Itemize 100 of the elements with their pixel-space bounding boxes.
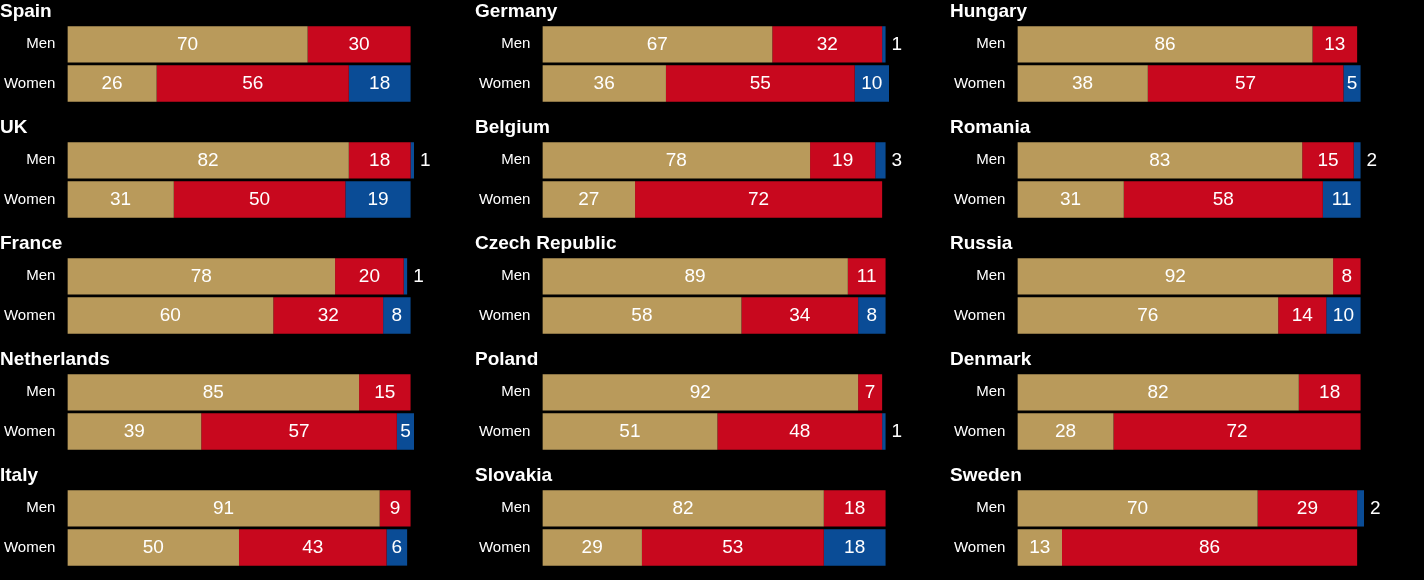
data-label: 2	[1370, 496, 1381, 518]
data-label: 36	[593, 71, 615, 93]
chart-title: Germany	[475, 0, 558, 21]
y-tick-label: Men	[26, 34, 56, 52]
bar	[67, 65, 157, 102]
y-tick-label: Men	[976, 150, 1006, 168]
data-label: 27	[578, 187, 600, 209]
bar	[156, 65, 349, 102]
data-label: 89	[684, 264, 706, 286]
data-label: 11	[856, 264, 877, 286]
bar	[858, 374, 883, 411]
y-tick-label: Men	[976, 382, 1006, 400]
bar	[1357, 490, 1364, 527]
bar	[1017, 258, 1334, 295]
bar	[1017, 490, 1258, 527]
bar	[542, 181, 636, 218]
y-tick-label: Men	[976, 34, 1006, 52]
bar	[1017, 529, 1063, 566]
data-label: 72	[1226, 419, 1248, 441]
chart-title: Russia	[950, 231, 1013, 253]
data-label: 82	[1147, 380, 1169, 402]
data-label: 60	[159, 303, 181, 325]
bar	[1302, 142, 1354, 179]
data-label: 1	[891, 32, 903, 54]
chart-title: Slovakia	[475, 463, 553, 485]
bar	[875, 142, 886, 179]
data-label: 31	[1060, 187, 1082, 209]
bar	[542, 258, 848, 295]
data-label: 72	[748, 187, 770, 209]
data-label: 43	[302, 535, 324, 557]
data-label: 86	[1199, 535, 1221, 557]
bar	[1123, 181, 1323, 218]
data-label: 19	[367, 187, 389, 209]
bar	[1353, 142, 1361, 179]
data-label: 56	[242, 71, 264, 93]
y-tick-label: Women	[953, 421, 1006, 439]
bar	[67, 142, 349, 179]
y-tick-label: Men	[501, 498, 531, 516]
bar	[882, 413, 886, 450]
data-label: 5	[1346, 71, 1358, 93]
bar	[307, 26, 411, 63]
chart-title: Hungary	[950, 0, 1028, 21]
bar	[1333, 258, 1361, 295]
data-label: 83	[1149, 148, 1171, 170]
data-label: 51	[619, 419, 641, 441]
bar	[67, 529, 239, 566]
y-tick-label: Men	[26, 266, 56, 284]
y-tick-label: Men	[26, 382, 56, 400]
bar	[858, 297, 886, 334]
bar	[383, 297, 411, 334]
y-tick-label: Women	[953, 305, 1006, 323]
y-tick-label: Women	[478, 305, 531, 323]
y-tick-label: Women	[3, 537, 56, 555]
data-label: 1	[891, 419, 903, 441]
bar	[1278, 297, 1327, 334]
data-label: 1	[420, 148, 431, 170]
data-label: 57	[288, 419, 310, 441]
data-label: 34	[789, 303, 811, 325]
chart-title: Sweden	[950, 463, 1022, 485]
bar	[345, 181, 411, 218]
chart-title: Belgium	[475, 115, 550, 137]
data-label: 28	[1054, 419, 1077, 441]
bar	[1017, 181, 1124, 218]
bar	[67, 258, 336, 295]
data-label: 18	[844, 496, 866, 518]
y-tick-label: Women	[478, 421, 531, 439]
data-label: 5	[400, 419, 411, 441]
data-label: 6	[391, 535, 403, 557]
data-label: 20	[358, 264, 380, 286]
bar	[542, 374, 859, 411]
bar	[379, 490, 411, 527]
chart-title: Denmark	[950, 347, 1032, 369]
bar	[273, 297, 384, 334]
bar	[1343, 65, 1361, 102]
data-label: 11	[1331, 187, 1352, 209]
y-tick-label: Women	[478, 537, 531, 555]
y-tick-label: Women	[953, 189, 1006, 207]
y-tick-label: Men	[501, 382, 531, 400]
chart-title: Italy	[0, 463, 39, 485]
bar	[635, 181, 883, 218]
data-label: 2	[1366, 148, 1378, 170]
data-label: 15	[1317, 148, 1339, 170]
y-tick-label: Women	[478, 189, 531, 207]
data-label: 76	[1137, 303, 1159, 325]
bar	[359, 374, 411, 411]
data-label: 8	[866, 303, 878, 325]
data-label: 67	[646, 32, 668, 54]
data-label: 55	[749, 71, 771, 93]
bar	[542, 65, 666, 102]
chart-title: Netherlands	[0, 347, 110, 369]
bar	[665, 65, 855, 102]
chart-title: Spain	[0, 0, 52, 21]
data-label: 30	[348, 32, 370, 54]
y-tick-label: Women	[953, 73, 1006, 91]
data-label: 18	[369, 71, 391, 93]
data-label: 10	[861, 71, 883, 93]
data-label: 32	[816, 32, 838, 54]
data-label: 82	[197, 148, 219, 170]
y-tick-label: Men	[501, 34, 531, 52]
data-label: 50	[142, 535, 164, 557]
